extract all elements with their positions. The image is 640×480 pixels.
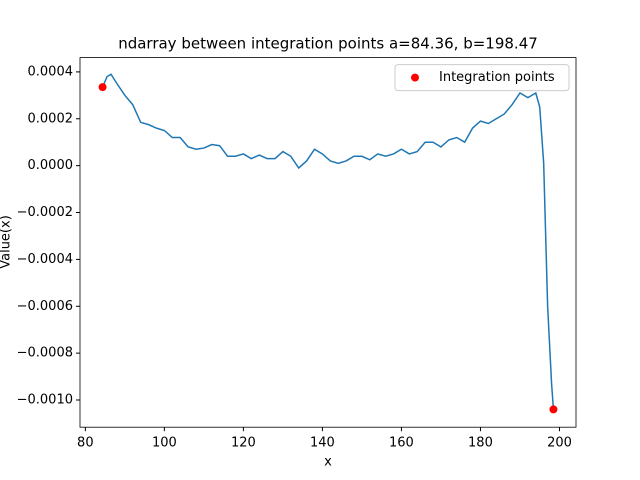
data-point (549, 405, 558, 414)
y-tick-label: 0.0000 (28, 158, 74, 173)
x-tick-label: 80 (77, 436, 94, 451)
plot-frame (79, 57, 577, 428)
chart-title: ndarray between integration points a=84.… (118, 35, 538, 53)
x-tick-label: 100 (152, 436, 177, 451)
data-line (101, 73, 555, 410)
x-tick-label: 160 (389, 436, 414, 451)
y-tick-label: −0.0008 (17, 346, 73, 361)
y-tick-label: −0.0006 (17, 299, 73, 314)
data-point (98, 83, 107, 92)
x-tick-label: 140 (310, 436, 335, 451)
y-tick-label: 0.0002 (28, 111, 74, 126)
legend-label: Integration points (439, 70, 555, 85)
x-tick-label: 120 (231, 436, 256, 451)
x-axis-label: x (324, 455, 332, 470)
y-tick-label: −0.0010 (17, 393, 73, 408)
y-tick-label: −0.0004 (17, 252, 73, 267)
y-axis-label: Value(x) (0, 215, 14, 269)
legend-marker (411, 73, 419, 82)
legend-box (394, 64, 570, 92)
x-tick-label: 200 (547, 436, 572, 451)
x-tick-label: 180 (468, 436, 493, 451)
y-tick-label: −0.0002 (17, 205, 73, 220)
y-tick-label: 0.0004 (28, 64, 74, 79)
